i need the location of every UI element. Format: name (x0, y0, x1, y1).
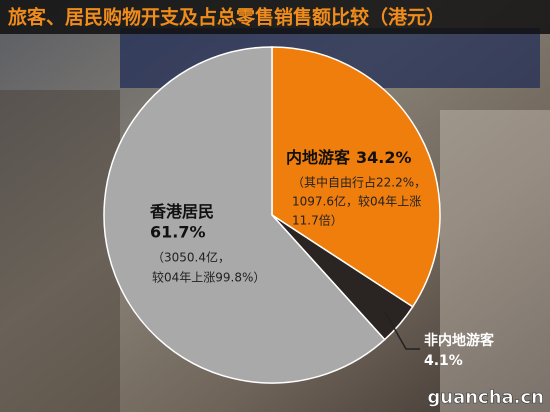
value-label: 61.7% (150, 223, 206, 242)
annotation: （3050.4亿， (152, 250, 230, 265)
leader-line (383, 310, 420, 350)
category-label: 非内地游客 (424, 332, 495, 349)
annotation: 较04年上涨99.8%） (152, 270, 265, 285)
slice-label: 香港居民 (149, 202, 214, 221)
watermark: guancha.cn (427, 387, 544, 408)
value-label: 4.1% (424, 353, 463, 369)
crowd (440, 110, 550, 412)
annotation: 11.7倍） (292, 213, 343, 228)
slice-label: 非内地游客 (424, 332, 495, 349)
slice-label: 内地游客 34.2% (286, 148, 412, 167)
pie: 内地游客 34.2% 非内地游客 4.1% 香港居民 61.7% （其中自由行占22.2%，… (103, 46, 495, 384)
title-band (0, 0, 550, 34)
annotation: 1097.6亿，较04年上涨 (292, 194, 421, 209)
category-label: 内地游客 (286, 148, 351, 167)
value-label: 34.2% (356, 148, 412, 167)
crowd (0, 90, 120, 412)
category-label: 香港居民 (149, 202, 214, 221)
chart-title: 旅客、居民购物开支及占总零售销售额比较（港元） (8, 6, 445, 29)
annotation: （其中自由行占22.2%， (292, 175, 426, 190)
pie-slice (103, 46, 386, 384)
